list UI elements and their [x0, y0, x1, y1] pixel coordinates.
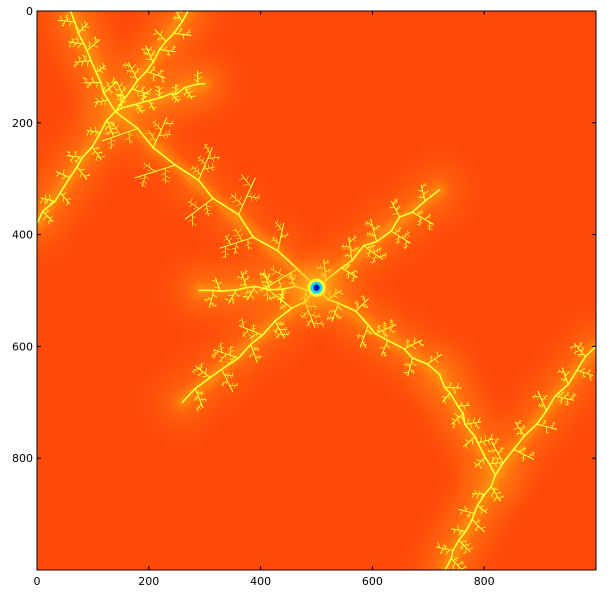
y-tick-label: 800 [12, 452, 33, 465]
dendrite-branch-10 [84, 82, 101, 83]
y-tick-label: 400 [12, 229, 33, 242]
center-layer [283, 254, 351, 322]
x-tick-label: 0 [34, 575, 41, 588]
dendrite-branch-12-sub [186, 89, 190, 90]
dendrite-arm-3 [214, 290, 220, 291]
x-tick-label: 400 [250, 575, 271, 588]
y-tick-label: 600 [12, 340, 33, 353]
y-tick-label: 200 [12, 117, 33, 130]
x-tick-label: 600 [362, 575, 383, 588]
dendrite-branch-9-sub [49, 217, 53, 218]
x-tick-label: 800 [474, 575, 495, 588]
dendrite-arm-3 [270, 289, 283, 290]
y-tick-label: 0 [26, 5, 33, 18]
center-mini-brot [313, 285, 319, 291]
dendrite-arm-12 [198, 84, 205, 85]
x-tick-label: 200 [138, 575, 159, 588]
